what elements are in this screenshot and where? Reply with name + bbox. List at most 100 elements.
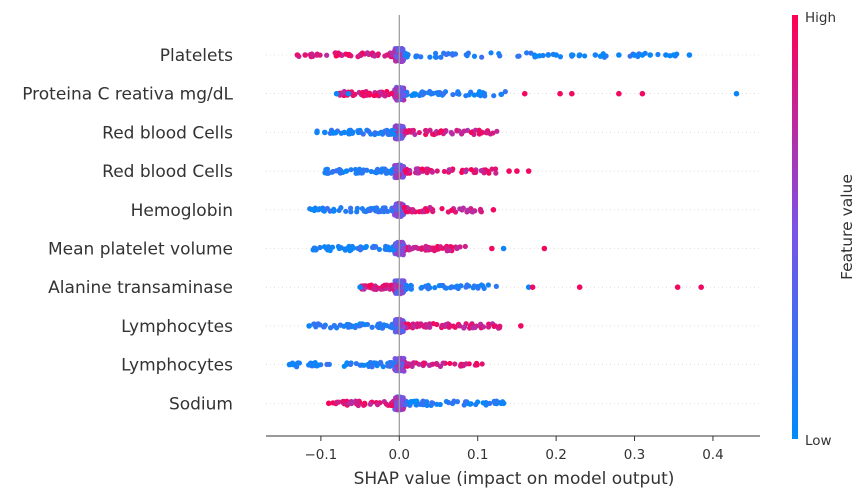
data-point: [463, 52, 469, 58]
data-point: [376, 169, 382, 175]
data-point: [315, 207, 322, 213]
data-point: [327, 208, 333, 214]
data-point: [350, 129, 356, 135]
feature-label: Red blood Cells: [102, 162, 233, 182]
data-point: [450, 91, 456, 98]
data-point: [491, 93, 497, 99]
data-point: [502, 89, 508, 95]
data-point: [557, 54, 564, 60]
data-point: [410, 323, 416, 330]
data-point: [440, 282, 446, 289]
x-axis-title: SHAP value (impact on model output): [354, 469, 675, 489]
data-point: [372, 92, 379, 98]
data-point: [336, 399, 342, 405]
data-point: [592, 52, 599, 58]
data-point: [353, 170, 359, 176]
data-point: [478, 282, 485, 288]
feature-label: Platelets: [160, 46, 233, 66]
data-point: [491, 323, 497, 329]
colorbar-low-label: Low: [805, 433, 832, 449]
data-point: [427, 54, 433, 60]
data-point: [394, 211, 400, 218]
data-point: [461, 325, 467, 331]
data-point: [392, 356, 398, 362]
data-point: [367, 401, 373, 407]
data-point: [425, 245, 431, 251]
data-point: [327, 325, 334, 331]
data-point: [493, 283, 499, 289]
data-point: [391, 131, 397, 137]
data-point: [483, 402, 489, 408]
data-point: [402, 50, 408, 56]
data-point: [447, 360, 453, 367]
data-point: [384, 245, 390, 251]
data-point: [434, 168, 440, 174]
data-point: [437, 244, 444, 250]
data-point: [446, 167, 452, 173]
data-point: [500, 245, 507, 252]
data-point: [347, 205, 354, 211]
data-point: [450, 399, 456, 406]
data-point: [489, 245, 495, 252]
data-point: [312, 247, 319, 253]
data-point: [429, 400, 435, 406]
data-point: [489, 166, 495, 172]
data-points: [286, 45, 740, 413]
data-point: [394, 289, 400, 296]
data-point: [385, 363, 391, 369]
data-point: [314, 52, 320, 58]
data-point: [345, 51, 352, 58]
feature-label: Lymphocytes: [121, 356, 233, 376]
data-point: [352, 166, 359, 173]
data-point: [378, 129, 384, 135]
data-point: [347, 322, 354, 328]
data-point: [290, 361, 297, 368]
data-point: [437, 363, 444, 370]
data-point: [465, 401, 472, 407]
data-point: [500, 400, 507, 407]
data-point: [480, 324, 487, 330]
data-point: [457, 323, 463, 329]
data-point: [339, 399, 346, 405]
data-point: [365, 361, 371, 368]
data-point: [398, 321, 404, 327]
data-point: [361, 402, 367, 408]
data-point: [315, 321, 321, 327]
data-point: [485, 282, 491, 288]
feature-label: Lymphocytes: [121, 317, 233, 337]
data-point: [310, 53, 316, 60]
data-point: [329, 129, 336, 136]
data-point: [414, 170, 420, 176]
feature-label: Alanine transaminase: [48, 278, 233, 298]
data-point: [395, 402, 402, 408]
data-point: [393, 53, 399, 60]
data-point: [478, 208, 484, 214]
data-point: [389, 208, 395, 214]
data-point: [324, 361, 330, 367]
data-point: [639, 52, 646, 58]
x-tick-label: 0.4: [702, 447, 723, 463]
data-point: [336, 166, 343, 173]
data-point: [490, 207, 497, 213]
data-point: [479, 361, 485, 367]
data-point: [479, 54, 485, 60]
data-point: [317, 244, 323, 251]
data-point: [408, 283, 414, 289]
data-point: [357, 52, 363, 58]
data-point: [414, 321, 420, 327]
data-point: [473, 401, 479, 408]
data-point: [409, 361, 415, 367]
data-point: [364, 50, 370, 56]
data-point: [371, 53, 378, 59]
data-point: [374, 402, 381, 408]
data-point: [347, 361, 354, 367]
data-point: [314, 129, 320, 136]
data-point: [416, 129, 422, 136]
data-point: [674, 284, 681, 291]
data-point: [498, 91, 505, 98]
data-point: [488, 50, 494, 56]
feature-label: Proteina C reativa mg/dL: [22, 85, 233, 105]
data-point: [468, 129, 474, 136]
data-point: [421, 360, 427, 366]
data-point: [424, 402, 430, 408]
